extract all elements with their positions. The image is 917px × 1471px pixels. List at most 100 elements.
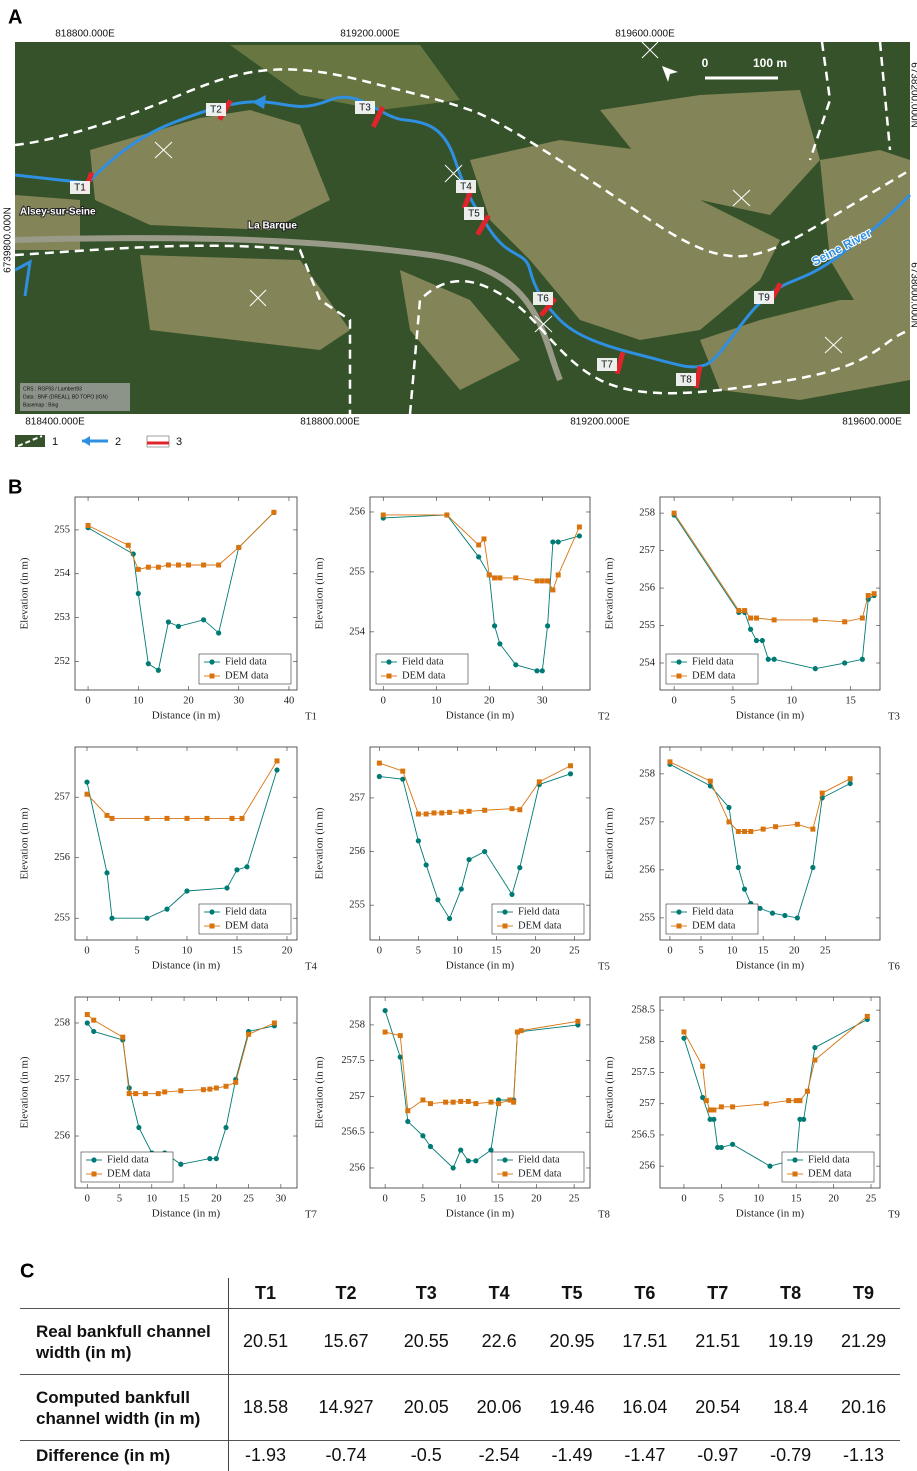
marker xyxy=(458,1147,463,1152)
x-tick-label: 15 xyxy=(491,945,502,956)
place-label: Alsey-sur-Seine xyxy=(20,207,96,218)
y-tick-label: 255 xyxy=(349,566,365,577)
column-header: T9 xyxy=(827,1278,900,1309)
table-cell: 19.19 xyxy=(754,1309,827,1375)
marker xyxy=(383,1030,388,1035)
marker xyxy=(201,1087,206,1092)
marker xyxy=(767,1164,772,1169)
legend-label: Field data xyxy=(225,656,267,667)
chart-tag: T5 xyxy=(598,961,610,972)
x-tick-label: 10 xyxy=(147,1193,158,1204)
row-label: Computed bankfull channel width (in m) xyxy=(20,1375,229,1441)
marker xyxy=(216,630,221,635)
marker xyxy=(805,1089,810,1094)
marker xyxy=(770,911,775,916)
marker xyxy=(772,657,777,662)
map-legend: 1 2 3 xyxy=(15,435,182,448)
marker xyxy=(764,1101,769,1106)
y-tick-label: 258 xyxy=(639,768,655,779)
marker xyxy=(405,1119,410,1124)
coord-label: 819200.000E xyxy=(340,29,400,40)
marker xyxy=(416,838,421,843)
marker xyxy=(730,1142,735,1147)
marker xyxy=(575,1019,580,1024)
legend-label: 3 xyxy=(176,436,182,448)
marker xyxy=(156,565,161,570)
marker xyxy=(224,1084,229,1089)
transect-label: T3 xyxy=(359,103,371,114)
y-tick-label: 257 xyxy=(54,792,70,803)
marker xyxy=(205,816,210,821)
legend-icon xyxy=(82,436,90,446)
table-cell: -0.79 xyxy=(754,1441,827,1471)
x-tick-label: 20 xyxy=(484,695,495,706)
marker xyxy=(85,792,90,797)
marker xyxy=(133,1091,138,1096)
marker xyxy=(209,659,214,664)
y-tick-label: 256.5 xyxy=(341,1127,365,1138)
marker xyxy=(234,867,239,872)
y-tick-label: 257 xyxy=(639,545,655,556)
legend-label: DEM data xyxy=(518,1168,562,1179)
marker xyxy=(216,562,221,567)
marker xyxy=(214,1085,219,1090)
marker xyxy=(860,657,865,662)
legend-label: 1 xyxy=(52,436,58,448)
marker xyxy=(400,769,405,774)
marker xyxy=(398,1033,403,1038)
y-tick-label: 256 xyxy=(54,852,70,863)
x-tick-label: 30 xyxy=(233,695,244,706)
marker xyxy=(786,1098,791,1103)
x-tick-label: 0 xyxy=(377,945,382,956)
y-axis-label: Elevation (in m) xyxy=(19,1056,31,1128)
legend-label: Field data xyxy=(518,1154,560,1165)
y-tick-label: 255 xyxy=(639,912,655,923)
x-axis-label: Distance (in m) xyxy=(152,1208,221,1220)
marker xyxy=(85,1012,90,1017)
y-axis-label: Elevation (in m) xyxy=(604,807,616,879)
marker xyxy=(761,827,766,832)
results-table: T1T2T3T4T5T6T7T8T9Real bankfull channel … xyxy=(20,1278,900,1471)
marker xyxy=(676,909,681,914)
marker xyxy=(556,572,561,577)
x-tick-label: 5 xyxy=(420,1193,425,1204)
x-tick-label: 30 xyxy=(276,1193,287,1204)
marker xyxy=(550,587,555,592)
marker xyxy=(848,781,853,786)
marker xyxy=(865,1014,870,1019)
series-line xyxy=(379,763,570,814)
marker xyxy=(487,572,492,577)
marker xyxy=(681,1036,686,1041)
x-tick-label: 15 xyxy=(232,945,243,956)
x-tick-label: 20 xyxy=(282,945,293,956)
coord-label: 819600.000E xyxy=(842,417,902,428)
marker xyxy=(424,812,429,817)
charts: 010203040252253254255Distance (in m)Elev… xyxy=(19,497,900,1220)
marker xyxy=(136,1125,141,1130)
series-line xyxy=(385,1021,578,1110)
marker xyxy=(223,1125,228,1130)
marker xyxy=(201,562,206,567)
coord-label: 818800.000E xyxy=(55,29,115,40)
y-tick-label: 256.5 xyxy=(631,1129,655,1140)
x-axis-label: Distance (in m) xyxy=(152,710,221,722)
marker xyxy=(420,1133,425,1138)
column-header: T1 xyxy=(229,1278,303,1309)
marker xyxy=(420,1098,425,1103)
marker xyxy=(466,857,471,862)
marker xyxy=(466,1158,471,1163)
table-cell: 14.927 xyxy=(302,1375,390,1441)
x-tick-label: 25 xyxy=(243,1193,254,1204)
marker xyxy=(246,1032,251,1037)
marker xyxy=(711,1117,716,1122)
x-tick-label: 10 xyxy=(182,945,193,956)
y-tick-label: 258 xyxy=(639,1036,655,1047)
table-cell: 18.58 xyxy=(229,1375,303,1441)
series-line xyxy=(674,515,874,669)
marker xyxy=(431,810,436,815)
marker xyxy=(91,1018,96,1023)
x-tick-label: 15 xyxy=(179,1193,190,1204)
marker xyxy=(186,562,191,567)
x-tick-label: 25 xyxy=(820,945,831,956)
table-cell: 22.6 xyxy=(463,1309,536,1375)
